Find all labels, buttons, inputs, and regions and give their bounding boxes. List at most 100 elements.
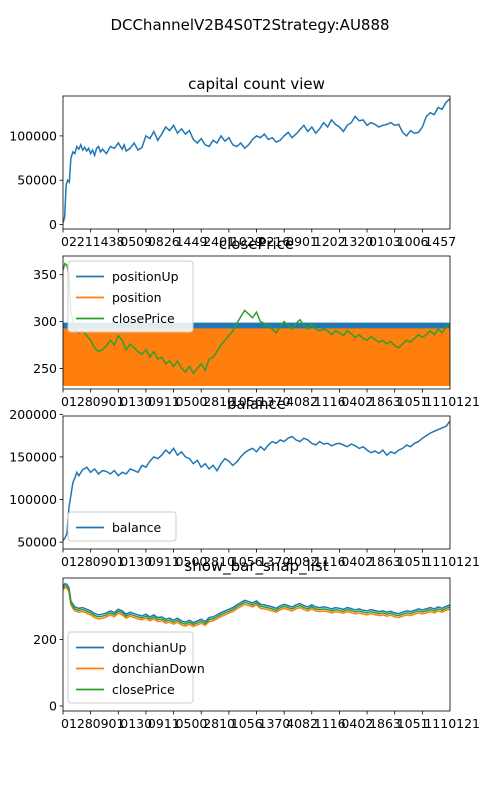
x-tick-label: 1438: [93, 234, 125, 249]
x-tick-label: 0221: [61, 234, 93, 249]
subplot-title: capital count view: [188, 75, 325, 93]
series-line: [63, 582, 450, 624]
x-tick-label: 0103: [369, 234, 401, 249]
y-tick-label: 300: [33, 314, 57, 329]
x-tick-label: 2810: [203, 394, 235, 409]
x-tick-label: 1056: [231, 716, 263, 731]
x-tick-label: 0901: [93, 554, 125, 569]
series-donchianUp: [63, 582, 450, 624]
x-tick-label: 0500: [176, 554, 208, 569]
x-tick-label: 4082: [286, 554, 318, 569]
x-tick-label: 2401: [203, 234, 235, 249]
x-tick-label: 1110121: [424, 394, 480, 409]
x-tick-label: 0911: [148, 716, 180, 731]
legend-label: closePrice: [112, 311, 175, 326]
x-tick-label: 2810: [203, 554, 235, 569]
x-tick-label: 1370: [259, 554, 291, 569]
x-tick-label: 0826: [148, 234, 180, 249]
x-tick-label: 1051: [397, 716, 429, 731]
x-tick-label: 0128: [61, 554, 93, 569]
x-tick-label: 1051: [397, 554, 429, 569]
y-tick-label: 50000: [17, 535, 57, 550]
y-tick-label: 250: [33, 361, 57, 376]
legend-label: donchianDown: [112, 661, 205, 676]
x-tick-label: 1863: [369, 554, 401, 569]
legend: donchianUp donchianDown closePrice: [67, 631, 205, 704]
legend-label: donchianUp: [112, 640, 187, 655]
x-tick-label: 1116: [314, 554, 346, 569]
series-balance: [63, 420, 450, 541]
x-tick-label: 1457: [424, 234, 456, 249]
legend-label: balance: [112, 520, 162, 535]
legend-label: positionUp: [112, 269, 179, 284]
x-tick-label: 0128: [61, 716, 93, 731]
x-tick-label: 1116: [314, 394, 346, 409]
series-position: [63, 328, 450, 387]
x-tick-label: 1116: [314, 716, 346, 731]
x-tick-label: 1056: [231, 394, 263, 409]
legend-label: position: [112, 290, 162, 305]
subplot-title: show_bar_snap_list: [184, 557, 328, 576]
x-tick-label: 1110121: [424, 716, 480, 731]
y-tick-label: 0: [49, 217, 57, 232]
x-tick-label: 0128: [61, 394, 93, 409]
x-tick-label: 1056: [231, 554, 263, 569]
x-tick-label: 1202: [314, 234, 346, 249]
x-tick-label: 4082: [286, 394, 318, 409]
x-tick-label: 0509: [120, 234, 152, 249]
y-tick-label: 150000: [9, 449, 57, 464]
series-line: [63, 262, 450, 375]
x-tick-label: 0500: [176, 394, 208, 409]
x-tick-label: 2216: [259, 234, 291, 249]
legend-box: [67, 511, 177, 542]
x-tick-label: 1006: [397, 234, 429, 249]
series-line: [63, 586, 450, 628]
legend: balance: [67, 511, 177, 542]
series-donchianDown: [63, 586, 450, 628]
x-tick-label: 0130: [120, 554, 152, 569]
x-tick-label: 1051: [397, 394, 429, 409]
x-tick-label: 1863: [369, 394, 401, 409]
subplot-title: balance: [227, 395, 286, 413]
legend-label: closePrice: [112, 682, 175, 697]
x-tick-label: 1370: [259, 394, 291, 409]
x-tick-label: 0402: [341, 554, 373, 569]
series-line: [63, 584, 450, 626]
x-tick-label: 0901: [286, 234, 318, 249]
series-line: [63, 420, 450, 541]
figure-suptitle: DCChannelV2B4S0T2Strategy:AU888: [110, 16, 389, 34]
series-closePrice: [63, 584, 450, 626]
x-tick-label: 1110121: [424, 554, 480, 569]
y-tick-label: 100000: [9, 128, 57, 143]
x-tick-label: 0911: [148, 554, 180, 569]
x-tick-label: 0130: [120, 394, 152, 409]
x-tick-label: 0402: [341, 394, 373, 409]
y-tick-label: 200: [33, 632, 57, 647]
series-signal: [63, 328, 450, 387]
series-closePrice: [63, 262, 450, 375]
x-tick-label: 4082: [286, 716, 318, 731]
x-tick-label: 0402: [341, 716, 373, 731]
y-tick-label: 350: [33, 267, 57, 282]
x-tick-label: 1320: [341, 234, 373, 249]
x-tick-label: 0130: [120, 716, 152, 731]
x-tick-label: 1449: [176, 234, 208, 249]
x-tick-label: 1370: [259, 716, 291, 731]
series-line0: [63, 98, 450, 224]
x-tick-label: 0911: [148, 394, 180, 409]
x-tick-label: 0901: [93, 716, 125, 731]
y-tick-label: 100000: [9, 492, 57, 507]
x-tick-label: 1863: [369, 716, 401, 731]
legend: positionUp position closePrice: [67, 260, 194, 333]
y-tick-label: 200000: [9, 407, 57, 422]
x-tick-label: 0901: [93, 394, 125, 409]
series-line: [63, 98, 450, 224]
y-tick-label: 0: [49, 699, 57, 714]
legend-box: [67, 631, 194, 704]
x-tick-label: 0500: [176, 716, 208, 731]
subplot-title: closePrice: [219, 235, 294, 253]
